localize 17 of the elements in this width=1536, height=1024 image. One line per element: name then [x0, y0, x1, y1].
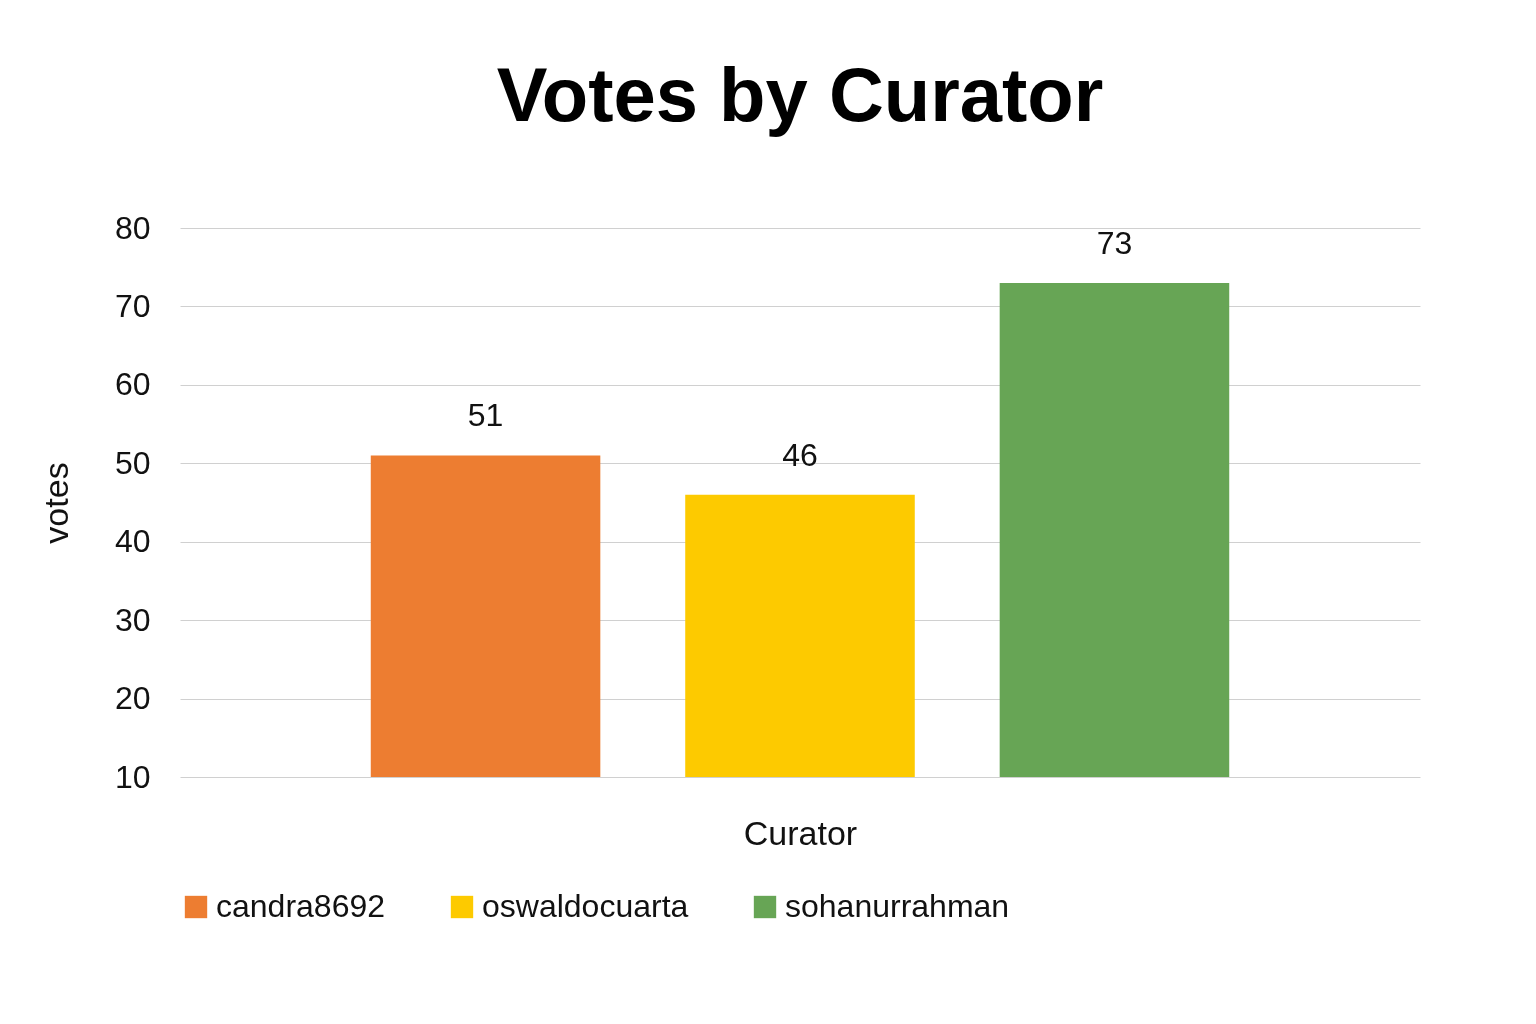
y-tick-label: 50	[114, 444, 151, 481]
legend-label: sohanurrahman	[785, 888, 1010, 924]
y-tick-label: 20	[114, 680, 151, 717]
y-tick-label: 60	[114, 366, 151, 403]
y-tick-label: 80	[114, 209, 151, 246]
y-tick-label: 10	[114, 758, 151, 795]
y-tick-label: 70	[114, 287, 151, 324]
legend-label: oswaldocuarta	[482, 888, 689, 924]
data-label: 73	[1096, 224, 1133, 261]
y-tick-label: 40	[114, 523, 151, 560]
legend-label: candra8692	[216, 888, 386, 924]
data-label: 51	[467, 397, 504, 434]
chart-title: Votes by Curator	[496, 52, 1104, 137]
y-axis-title: votes	[36, 462, 75, 544]
x-axis-title: Curator	[743, 813, 858, 852]
data-label: 46	[782, 436, 818, 473]
y-tick-label: 30	[114, 601, 151, 638]
